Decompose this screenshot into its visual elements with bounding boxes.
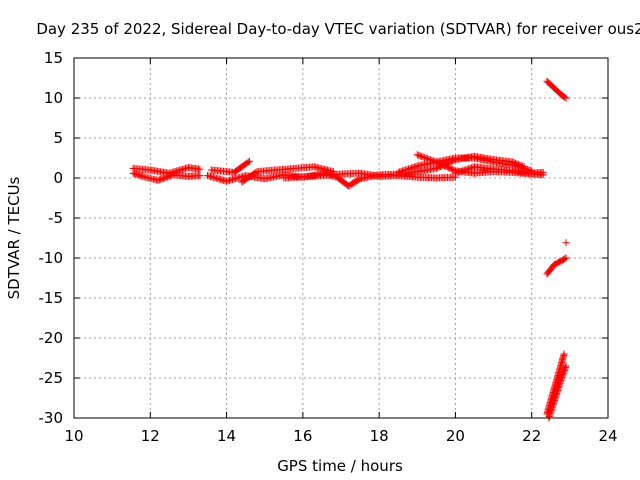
x-tick-label: 14 xyxy=(217,427,236,445)
y-tick-label: 10 xyxy=(44,89,63,107)
data-point xyxy=(421,154,429,162)
x-tick-label: 12 xyxy=(141,427,160,445)
data-point xyxy=(561,93,569,101)
data-point xyxy=(562,363,570,371)
axis-ticks: 10 12 14 16 18 20 22 24 -30 -25 -20 -15 -10 -5 0 5 10 15 xyxy=(39,49,618,445)
y-axis-label: SDTVAR / TECUs xyxy=(5,176,23,299)
data-point xyxy=(428,156,436,164)
data-points xyxy=(129,77,570,422)
y-tick-label: -5 xyxy=(48,209,63,227)
y-tick-label: -15 xyxy=(39,289,64,307)
data-point xyxy=(418,152,426,160)
data-point xyxy=(424,155,432,163)
data-point xyxy=(561,255,569,263)
data-point xyxy=(562,362,570,370)
data-point xyxy=(556,378,564,386)
data-point xyxy=(415,151,423,159)
data-point xyxy=(429,157,437,165)
data-point xyxy=(196,165,204,173)
grid xyxy=(74,58,608,418)
y-tick-label: 15 xyxy=(44,49,63,67)
data-point xyxy=(558,372,566,380)
y-tick-label: -20 xyxy=(39,329,64,347)
data-point xyxy=(562,239,570,247)
data-point xyxy=(196,172,204,180)
data-point xyxy=(562,254,570,262)
y-tick-label: -10 xyxy=(39,249,64,267)
x-tick-label: 10 xyxy=(64,427,83,445)
data-point xyxy=(426,156,434,164)
x-axis-label: GPS time / hours xyxy=(277,457,403,475)
data-point xyxy=(558,374,566,382)
x-tick-label: 16 xyxy=(293,427,312,445)
x-tick-label: 18 xyxy=(370,427,389,445)
x-tick-label: 20 xyxy=(446,427,465,445)
y-tick-label: -25 xyxy=(39,369,64,387)
data-point xyxy=(559,371,567,379)
y-tick-label: 5 xyxy=(53,129,63,147)
data-point xyxy=(539,168,547,176)
data-point xyxy=(244,158,252,166)
data-point xyxy=(416,152,424,160)
data-point xyxy=(245,157,253,165)
data-point xyxy=(422,154,430,162)
chart-title: Day 235 of 2022, Sidereal Day-to-day VTE… xyxy=(36,20,640,38)
data-point xyxy=(557,377,565,385)
plot-frame xyxy=(73,57,609,419)
y-tick-label: 0 xyxy=(53,169,63,187)
x-tick-label: 24 xyxy=(598,427,617,445)
data-point xyxy=(252,168,260,176)
data-point xyxy=(560,366,568,374)
data-point xyxy=(560,350,568,358)
x-tick-label: 22 xyxy=(522,427,541,445)
data-point xyxy=(559,369,567,377)
data-point xyxy=(561,365,569,373)
data-point xyxy=(562,94,570,102)
data-point xyxy=(560,368,568,376)
data-point xyxy=(425,155,433,163)
y-tick-label: -30 xyxy=(39,409,64,427)
data-point xyxy=(557,375,565,383)
data-point xyxy=(413,151,421,159)
data-point xyxy=(419,153,427,161)
